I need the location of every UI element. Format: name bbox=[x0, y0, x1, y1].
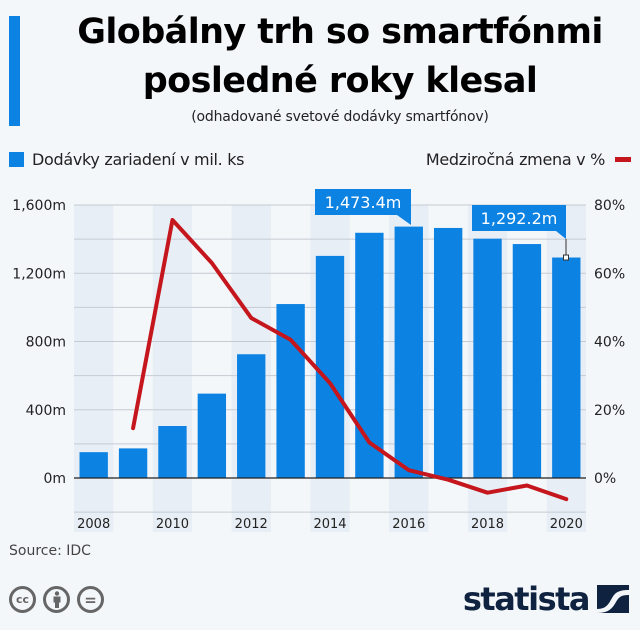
x-tick-label: 2008 bbox=[77, 517, 110, 532]
bar-2014 bbox=[315, 255, 345, 478]
left-tick-label: 800m bbox=[26, 335, 66, 351]
right-axis-ticks: 0% 20% 40% 60% 80% bbox=[594, 198, 625, 487]
bar-2020 bbox=[552, 257, 581, 478]
left-axis-ticks: 0m 400m 800m 1,200m 1,600m bbox=[12, 198, 66, 487]
left-tick-label: 1,600m bbox=[12, 198, 66, 214]
bar-2012 bbox=[237, 354, 266, 478]
legend-line: Medziročná zmena v % bbox=[426, 150, 631, 169]
bar-2008 bbox=[79, 452, 108, 478]
left-tick-label: 1,200m bbox=[12, 266, 66, 282]
right-tick-label: 20% bbox=[594, 403, 625, 419]
legend-bars-label: Dodávky zariadení v mil. ks bbox=[32, 150, 245, 169]
bar-2010 bbox=[158, 426, 187, 478]
right-tick-label: 80% bbox=[594, 198, 625, 214]
legend-line-label: Medziročná zmena v % bbox=[425, 150, 605, 169]
left-tick-label: 0m bbox=[43, 471, 66, 487]
x-tick-label: 2020 bbox=[550, 517, 583, 532]
callout-2020: 1,292.2m bbox=[472, 205, 569, 261]
x-tick-label: 2018 bbox=[471, 517, 504, 532]
title-accent-bar bbox=[9, 16, 20, 126]
chart-subtitle: (odhadované svetové dodávky smartfónov) bbox=[191, 109, 489, 125]
callouts: 1,473.4m 1,292.2m bbox=[315, 189, 569, 261]
bar-2011 bbox=[197, 393, 227, 478]
statista-mark-icon bbox=[597, 585, 629, 613]
bar-2015 bbox=[355, 232, 384, 478]
callout-2016: 1,473.4m bbox=[315, 189, 411, 225]
x-tick-label: 2016 bbox=[392, 517, 425, 532]
x-tick-label: 2012 bbox=[235, 517, 268, 532]
right-tick-label: 0% bbox=[594, 471, 616, 487]
bar-2016 bbox=[394, 226, 423, 478]
yoy-change-line bbox=[131, 218, 569, 502]
title-line-2: posledné roky klesal bbox=[142, 61, 538, 101]
bar-2009 bbox=[118, 448, 148, 478]
column-band bbox=[152, 205, 193, 532]
left-tick-label: 400m bbox=[26, 403, 66, 419]
bars bbox=[79, 226, 581, 478]
line-legend-swatch bbox=[615, 157, 631, 162]
brand-name: statista bbox=[462, 580, 591, 618]
right-tick-label: 60% bbox=[594, 266, 625, 282]
bar-2019 bbox=[512, 244, 542, 478]
chart: 0m 400m 800m 1,200m 1,600m 0% 20% 40% 60% 80% 20… bbox=[12, 189, 625, 532]
x-axis-ticks: 2008 2010 2012 2014 2016 2018 2020 bbox=[77, 517, 583, 532]
callout-box bbox=[472, 205, 566, 231]
callout-box bbox=[315, 189, 411, 215]
yoy-line bbox=[131, 218, 569, 502]
title-line-1: Globálny trh so smartfónmi bbox=[77, 12, 603, 52]
source-note: Source: IDC bbox=[9, 543, 91, 559]
no-derivatives-icon[interactable]: = bbox=[77, 586, 104, 613]
license-icons[interactable]: cc = bbox=[9, 586, 104, 613]
right-tick-label: 40% bbox=[594, 335, 625, 351]
cc-icon[interactable]: cc bbox=[9, 586, 36, 613]
x-tick-label: 2010 bbox=[156, 517, 189, 532]
bar-2017 bbox=[433, 227, 463, 478]
callout-label: 1,473.4m bbox=[325, 193, 402, 212]
chart-title: Globálny trh so smartfónmi posledné roky… bbox=[40, 8, 640, 106]
column-band bbox=[74, 205, 114, 532]
statista-logo[interactable]: statista bbox=[463, 580, 629, 618]
legend-bars: Dodávky zariadení v mil. ks bbox=[9, 150, 245, 169]
x-tick-label: 2014 bbox=[313, 517, 346, 532]
bar-2013 bbox=[276, 304, 305, 478]
callout-pointer bbox=[397, 215, 411, 225]
bar-2018 bbox=[473, 238, 502, 478]
by-attribution-icon[interactable] bbox=[43, 586, 70, 613]
callout-label: 1,292.2m bbox=[481, 209, 558, 228]
person-icon bbox=[53, 591, 60, 608]
callout-anchor bbox=[563, 254, 569, 261]
callout-pointer bbox=[556, 231, 566, 239]
bar-legend-swatch bbox=[9, 152, 24, 167]
